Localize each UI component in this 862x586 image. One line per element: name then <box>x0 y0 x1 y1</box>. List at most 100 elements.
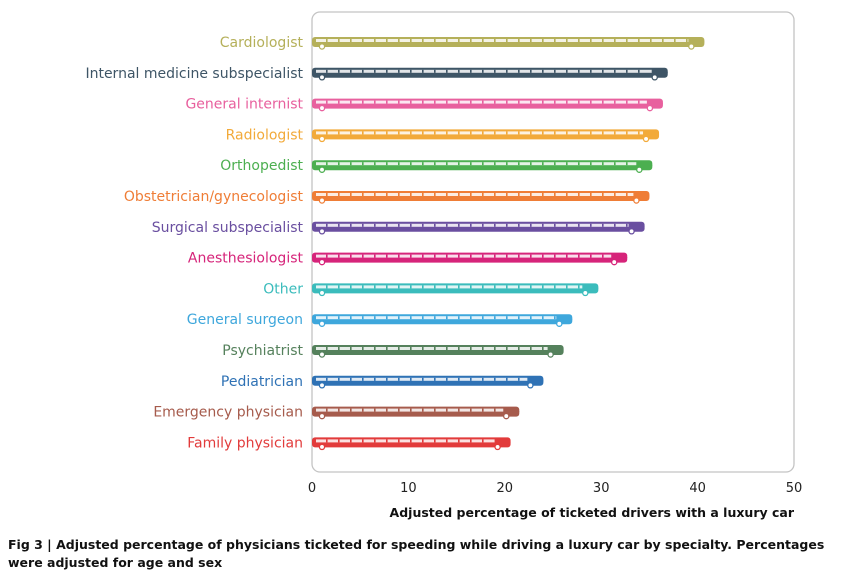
limo-pillar <box>338 285 340 289</box>
limo-pillar <box>434 39 436 42</box>
limo-pillar <box>410 162 412 166</box>
category-label: Psychiatrist <box>222 343 303 359</box>
limo-pillar <box>458 39 460 42</box>
bar <box>312 98 663 112</box>
limo-pillar <box>446 131 448 135</box>
limo-pillar <box>638 69 640 73</box>
limo-pillar <box>458 285 460 289</box>
limo-pillar <box>374 100 376 104</box>
limo-wheel <box>318 197 326 204</box>
limo-pillar <box>338 223 340 227</box>
limo-pillar <box>482 285 484 289</box>
limo-pillar <box>434 439 436 443</box>
limo-wheel <box>527 382 534 389</box>
category-label: Internal medicine subspecialist <box>85 66 303 82</box>
limo-pillar <box>398 347 400 350</box>
limo-pillar <box>326 254 328 258</box>
limo-pillar <box>566 100 568 104</box>
limo-pillar <box>530 223 532 227</box>
limo-pillar <box>362 254 364 258</box>
limo-wheel <box>582 289 589 297</box>
limo-pillar <box>566 223 568 227</box>
limo-pillar <box>386 223 388 227</box>
limo-pillar <box>614 39 616 42</box>
category-label: General surgeon <box>187 312 303 328</box>
limo-pillar <box>470 285 472 289</box>
category-label: Other <box>263 281 303 297</box>
limo-pillar <box>482 316 484 320</box>
limo-pillar <box>530 39 532 42</box>
limo-pillar <box>446 439 448 443</box>
limo-pillar <box>374 377 376 381</box>
limo-pillar <box>602 131 604 135</box>
category-label: Obstetrician/gynecologist <box>124 189 304 205</box>
limo-pillar <box>458 193 460 196</box>
limo-pillar <box>326 223 328 227</box>
limo-pillar <box>626 100 628 104</box>
limo-pillar <box>350 285 352 289</box>
limo-pillar <box>518 347 520 350</box>
limo-pillar <box>494 347 496 350</box>
limo-pillar <box>470 377 472 381</box>
limo-pillar <box>410 285 412 289</box>
limo-pillar <box>362 439 364 443</box>
bar <box>312 37 705 50</box>
limo-pillar <box>518 223 520 227</box>
limo-pillar <box>506 254 508 258</box>
limo-pillar <box>506 193 508 196</box>
x-tick-label: 50 <box>786 481 803 496</box>
limo-wheel <box>547 351 554 358</box>
limo-pillar <box>482 193 484 196</box>
limo-wheel <box>318 166 326 173</box>
limo-pillar <box>506 223 508 227</box>
limo-pillar <box>446 347 448 350</box>
limo-pillar <box>470 254 472 258</box>
limo-pillar <box>590 100 592 104</box>
limo-pillar <box>494 254 496 258</box>
limo-pillar <box>518 316 520 320</box>
limo-pillar <box>458 347 460 350</box>
limo-pillar <box>566 39 568 42</box>
limo-windows <box>316 439 495 443</box>
limo-pillar <box>398 223 400 227</box>
limo-pillar <box>602 100 604 104</box>
limo-pillar <box>446 408 448 412</box>
limo-pillar <box>398 316 400 320</box>
limo-pillar <box>542 69 544 73</box>
bar <box>312 160 653 173</box>
limo-pillar <box>614 223 616 227</box>
limo-pillar <box>338 100 340 104</box>
limo-pillar <box>446 316 448 320</box>
limo-pillar <box>386 100 388 104</box>
limo-pillar <box>554 100 556 104</box>
limo-windows <box>316 254 612 258</box>
limo-pillar <box>614 131 616 135</box>
limo-wheel <box>646 104 654 112</box>
limo-pillar <box>530 162 532 166</box>
limo-pillar <box>626 39 628 42</box>
category-label: Anesthesiologist <box>188 251 304 267</box>
limo-pillar <box>386 347 388 350</box>
limo-pillar <box>362 193 364 196</box>
limo-pillar <box>410 100 412 104</box>
limo-pillar <box>386 254 388 258</box>
limo-pillar <box>542 39 544 42</box>
limo-pillar <box>602 193 604 196</box>
limo-pillar <box>590 69 592 73</box>
plot-frame <box>311 11 795 473</box>
limo-pillar <box>398 285 400 289</box>
limo-pillar <box>398 131 400 135</box>
limo-pillar <box>446 193 448 196</box>
limo-pillar <box>338 254 340 258</box>
x-tick-label: 0 <box>308 481 316 496</box>
limo-pillar <box>470 408 472 412</box>
limo-pillar <box>338 162 340 166</box>
limo-wheel <box>556 320 563 327</box>
limo-pillar <box>374 69 376 73</box>
limo-pillar <box>554 39 556 42</box>
limo-pillar <box>518 39 520 42</box>
limo-pillar <box>434 162 436 166</box>
limo-pillar <box>518 285 520 289</box>
limo-pillar <box>614 69 616 73</box>
limo-pillar <box>542 131 544 135</box>
